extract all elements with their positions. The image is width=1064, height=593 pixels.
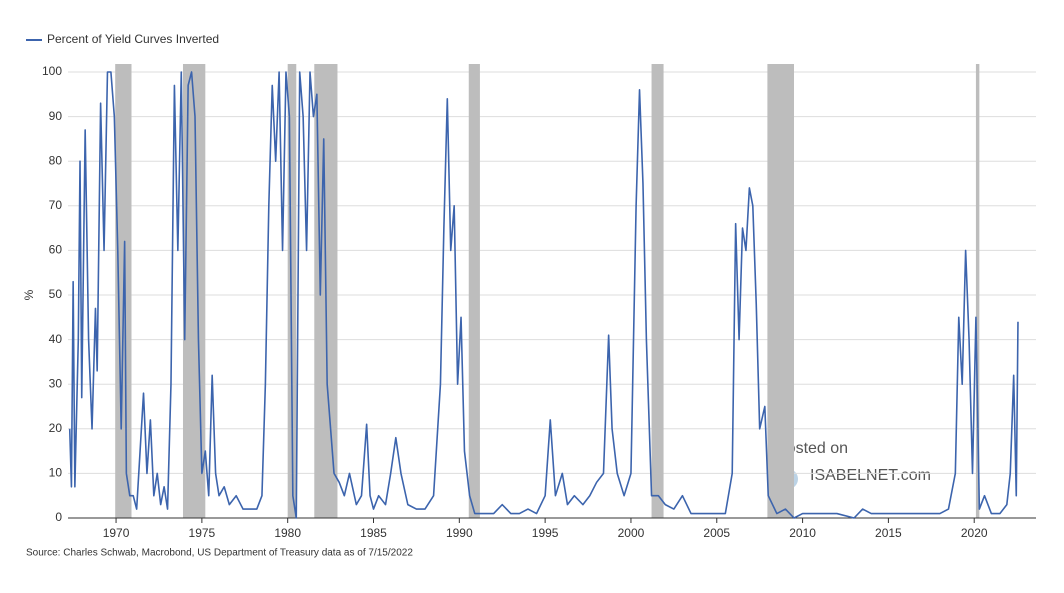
y-tick-label: 0 — [55, 510, 62, 524]
x-tick-label: 1980 — [274, 526, 301, 540]
recession-band — [767, 64, 794, 518]
y-tick-label: 20 — [49, 421, 63, 435]
recession-band — [651, 64, 664, 518]
y-tick-label: 10 — [49, 466, 63, 480]
x-tick-label: 1995 — [532, 526, 559, 540]
y-axis-label: % — [22, 289, 36, 300]
x-tick-label: 2010 — [789, 526, 816, 540]
y-tick-label: 60 — [49, 243, 63, 257]
y-tick-label: 90 — [49, 109, 63, 123]
watermark: ISABELNET.com — [810, 467, 931, 484]
data-line — [68, 71, 1019, 519]
x-tick-label: 2000 — [618, 526, 645, 540]
x-tick-label: 1970 — [103, 526, 130, 540]
y-tick-label: 80 — [49, 153, 63, 167]
recession-band — [287, 64, 297, 518]
x-tick-label: 1990 — [446, 526, 473, 540]
recession-band — [975, 64, 980, 518]
y-tick-label: 100 — [42, 64, 62, 78]
x-tick-label: 1975 — [189, 526, 216, 540]
x-tick-label: 1985 — [360, 526, 387, 540]
x-tick-label: 2015 — [875, 526, 902, 540]
legend-label: Percent of Yield Curves Inverted — [47, 32, 219, 46]
x-tick-label: 2005 — [703, 526, 730, 540]
watermark: Posted on — [776, 440, 848, 457]
y-tick-label: 40 — [49, 332, 63, 346]
y-tick-label: 50 — [49, 287, 63, 301]
source: Source: Charles Schwab, Macrobond, US De… — [26, 548, 413, 559]
x-tick-label: 2020 — [961, 526, 988, 540]
y-tick-label: 30 — [49, 376, 63, 390]
recession-band — [468, 64, 480, 518]
y-tick-label: 70 — [49, 198, 63, 212]
